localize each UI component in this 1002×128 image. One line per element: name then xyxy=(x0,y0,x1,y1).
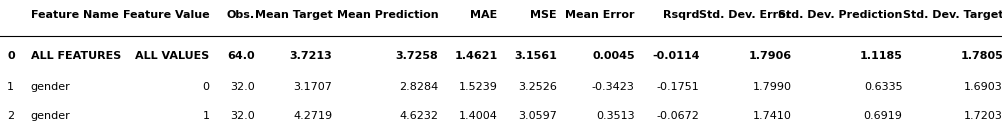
Text: 0.6919: 0.6919 xyxy=(864,111,903,121)
Text: 3.7258: 3.7258 xyxy=(396,51,438,61)
Text: Mean Error: Mean Error xyxy=(565,10,635,20)
Text: 3.0597: 3.0597 xyxy=(518,111,557,121)
Text: Std. Dev. Error: Std. Dev. Error xyxy=(699,10,792,20)
Text: 64.0: 64.0 xyxy=(227,51,255,61)
Text: 1.7410: 1.7410 xyxy=(753,111,792,121)
Text: -0.1751: -0.1751 xyxy=(657,82,699,92)
Text: 1.4621: 1.4621 xyxy=(455,51,498,61)
Text: Feature Name: Feature Name xyxy=(31,10,118,20)
Text: 2.8284: 2.8284 xyxy=(399,82,438,92)
Text: Std. Dev. Target: Std. Dev. Target xyxy=(903,10,1002,20)
Text: -0.3423: -0.3423 xyxy=(592,82,635,92)
Text: Mean Target: Mean Target xyxy=(255,10,333,20)
Text: 32.0: 32.0 xyxy=(230,82,255,92)
Text: ALL FEATURES: ALL FEATURES xyxy=(31,51,121,61)
Text: 1.7990: 1.7990 xyxy=(753,82,792,92)
Text: 4.6232: 4.6232 xyxy=(400,111,438,121)
Text: 0.6335: 0.6335 xyxy=(864,82,903,92)
Text: Obs.: Obs. xyxy=(226,10,255,20)
Text: gender: gender xyxy=(31,111,70,121)
Text: 0.0045: 0.0045 xyxy=(592,51,635,61)
Text: 1: 1 xyxy=(202,111,209,121)
Text: 0: 0 xyxy=(202,82,209,92)
Text: -0.0114: -0.0114 xyxy=(652,51,699,61)
Text: 3.7213: 3.7213 xyxy=(290,51,333,61)
Text: MAE: MAE xyxy=(470,10,498,20)
Text: ALL VALUES: ALL VALUES xyxy=(135,51,209,61)
Text: Mean Prediction: Mean Prediction xyxy=(337,10,438,20)
Text: 3.1707: 3.1707 xyxy=(294,82,333,92)
Text: Feature Value: Feature Value xyxy=(123,10,209,20)
Text: 1.7203: 1.7203 xyxy=(964,111,1002,121)
Text: 1.6903: 1.6903 xyxy=(964,82,1002,92)
Text: 2: 2 xyxy=(7,111,14,121)
Text: 0: 0 xyxy=(7,51,15,61)
Text: 3.2526: 3.2526 xyxy=(518,82,557,92)
Text: MSE: MSE xyxy=(530,10,557,20)
Text: Rsqrd: Rsqrd xyxy=(663,10,699,20)
Text: 3.1561: 3.1561 xyxy=(514,51,557,61)
Text: 32.0: 32.0 xyxy=(230,111,255,121)
Text: 4.2719: 4.2719 xyxy=(294,111,333,121)
Text: 1: 1 xyxy=(7,82,14,92)
Text: 1.4004: 1.4004 xyxy=(459,111,498,121)
Text: 1.7906: 1.7906 xyxy=(748,51,792,61)
Text: 1.7805: 1.7805 xyxy=(960,51,1002,61)
Text: Std. Dev. Prediction: Std. Dev. Prediction xyxy=(779,10,903,20)
Text: 0.3513: 0.3513 xyxy=(596,111,635,121)
Text: -0.0672: -0.0672 xyxy=(656,111,699,121)
Text: 1.5239: 1.5239 xyxy=(459,82,498,92)
Text: 1.1185: 1.1185 xyxy=(860,51,903,61)
Text: gender: gender xyxy=(31,82,70,92)
